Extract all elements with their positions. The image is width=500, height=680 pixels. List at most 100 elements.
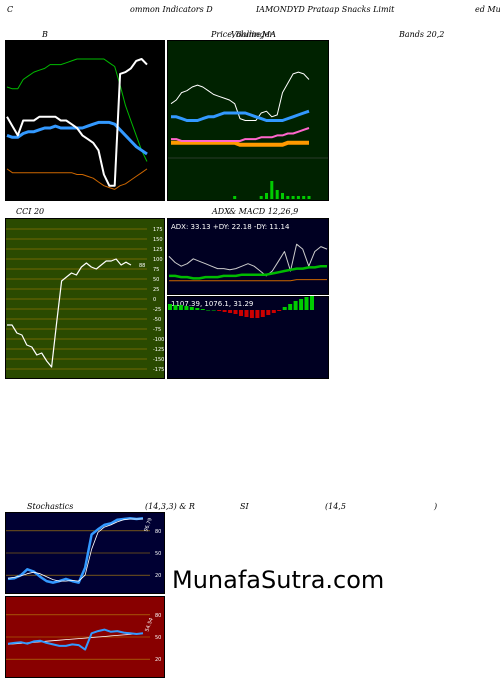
bollinger-panel	[5, 40, 165, 201]
macd-histogram-bar	[228, 310, 233, 313]
macd-histogram-bar	[277, 310, 282, 311]
stoch-k-line	[7, 516, 144, 584]
rsi-tick-label: 80	[155, 613, 161, 619]
volume-bar	[291, 196, 295, 199]
macd-values-label: 1107.39, 1076.1, 31.29	[171, 300, 253, 308]
price-title-mid: Volume,	[231, 30, 264, 39]
price-title-left: Price,	[211, 30, 235, 39]
macd-histogram-bar	[168, 304, 172, 310]
cci-tick-label: -25	[153, 307, 161, 313]
volume-bar	[275, 190, 279, 199]
macd-histogram-bar	[184, 306, 189, 310]
macd-histogram-bar	[206, 310, 211, 311]
rsi-title-right: )	[434, 502, 438, 511]
volume-bar	[296, 196, 300, 199]
volume-bar	[286, 196, 290, 199]
macd-histogram-bar	[271, 310, 276, 313]
macd-histogram-bar	[211, 310, 216, 311]
adx-title-left: ADX	[212, 207, 230, 216]
volume-bar	[259, 196, 263, 199]
price-title-right: MA	[262, 30, 276, 39]
macd-histogram-bar	[178, 305, 183, 310]
macd-histogram-bar	[266, 310, 271, 315]
macd-histogram-bar	[299, 299, 304, 310]
adx-bg	[167, 218, 329, 295]
cci-tick-label: 50	[153, 277, 159, 283]
macd-histogram-bar	[304, 297, 309, 310]
stoch-last-label: 96.79	[143, 517, 154, 533]
adx-panel: ADX: 33.13 +DY: 22.18 -DY: 11.14	[167, 218, 329, 295]
cci-panel: 175 150 125 100 75 50 25 0 -25 -50 -75 -100 -125 -150…	[5, 218, 165, 379]
macd-histogram-bar	[244, 310, 249, 317]
cci-tick-label: 0	[153, 297, 156, 303]
bollinger-title: B	[42, 30, 48, 39]
stochastics-panel: 80 50 20 96.79	[5, 512, 165, 594]
macd-histogram-bar	[173, 305, 178, 310]
adx-values-label: ADX: 33.13 +DY: 22.18 -DY: 11.14	[171, 223, 290, 231]
price-line	[170, 71, 310, 121]
volume-bar	[307, 196, 311, 199]
volume-bar	[233, 196, 237, 199]
cci-tick-label: 25	[153, 287, 159, 293]
ma-pink-line	[171, 127, 310, 142]
cci-tick-label: -125	[153, 347, 164, 353]
cci-tick-label: -150	[153, 357, 164, 363]
minus-dy-line	[169, 279, 327, 282]
cci-tick-label: -75	[153, 327, 161, 333]
cci-last-label: 88	[139, 263, 145, 269]
cci-tick-label: -50	[153, 317, 161, 323]
rsi-line	[7, 628, 144, 651]
cci-tick-label: 175	[153, 227, 163, 233]
macd-histogram-bar	[195, 308, 200, 310]
macd-histogram-bar	[282, 307, 287, 310]
macd-histogram-bar	[293, 301, 298, 310]
rsi-title-mid: (14,5	[325, 502, 346, 511]
rsi-tick-label: 50	[155, 635, 161, 641]
volume-bar	[281, 193, 284, 199]
volume-bar	[270, 181, 274, 199]
ma-orange-line	[171, 140, 309, 147]
macd-histogram-bar	[189, 307, 194, 310]
macd-panel: 1107.39, 1076.1, 31.29	[167, 296, 329, 379]
stoch-tick-label: 50	[155, 551, 161, 557]
cci-tick-label: 150	[153, 237, 163, 243]
stoch-tick-label: 20	[155, 573, 161, 579]
macd-histogram-bar	[255, 310, 260, 318]
volume-bar	[302, 196, 306, 199]
header-seg3: IAMONDYD Prataap Snacks Limit	[256, 5, 395, 14]
macd-histogram-bar	[200, 309, 205, 310]
volume-bar	[265, 193, 268, 199]
stoch-tick-label: 80	[155, 529, 161, 535]
bollinger-title-right: Bands 20,2	[399, 30, 445, 39]
macd-histogram-bar	[249, 310, 254, 318]
ma-blue-line	[171, 109, 310, 122]
rsi-tick-label: 20	[155, 657, 161, 663]
cci-tick-label: 100	[153, 257, 163, 263]
adx-line	[168, 243, 328, 277]
stoch-title-left: Stochastics	[27, 502, 74, 511]
cci-tick-label: -100	[153, 337, 164, 343]
stoch-d-line	[7, 518, 143, 582]
bollinger-upper-line	[6, 58, 148, 162]
header-seg2: ommon Indicators D	[130, 5, 213, 14]
macd-histogram-bar	[222, 310, 227, 312]
adx-title-right: & MACD 12,26,9	[229, 207, 299, 216]
macd-histogram-bar	[310, 296, 314, 310]
macd-histogram-bar	[217, 310, 222, 311]
cci-line	[7, 258, 132, 368]
cci-tick-label: 75	[153, 267, 159, 273]
stoch-title-mid: (14,3,3) & R	[145, 502, 195, 511]
cci-tick-label: 125	[153, 247, 163, 253]
bollinger-price-line	[6, 58, 148, 187]
price-title-overlap: Bollinger	[236, 30, 274, 39]
macd-histogram-bar	[233, 310, 238, 314]
header-seg4: ed Mu	[475, 5, 500, 14]
header-seg1: C	[7, 5, 14, 14]
macd-histogram-bar	[288, 304, 293, 310]
cci-bg	[5, 218, 165, 379]
macd-histogram-bar	[239, 310, 243, 316]
price-volume-panel	[167, 40, 329, 201]
watermark: MunafaSutra.com	[172, 566, 385, 594]
rsi-title-left: SI	[240, 502, 249, 511]
cci-title: CCI 20	[16, 207, 45, 216]
